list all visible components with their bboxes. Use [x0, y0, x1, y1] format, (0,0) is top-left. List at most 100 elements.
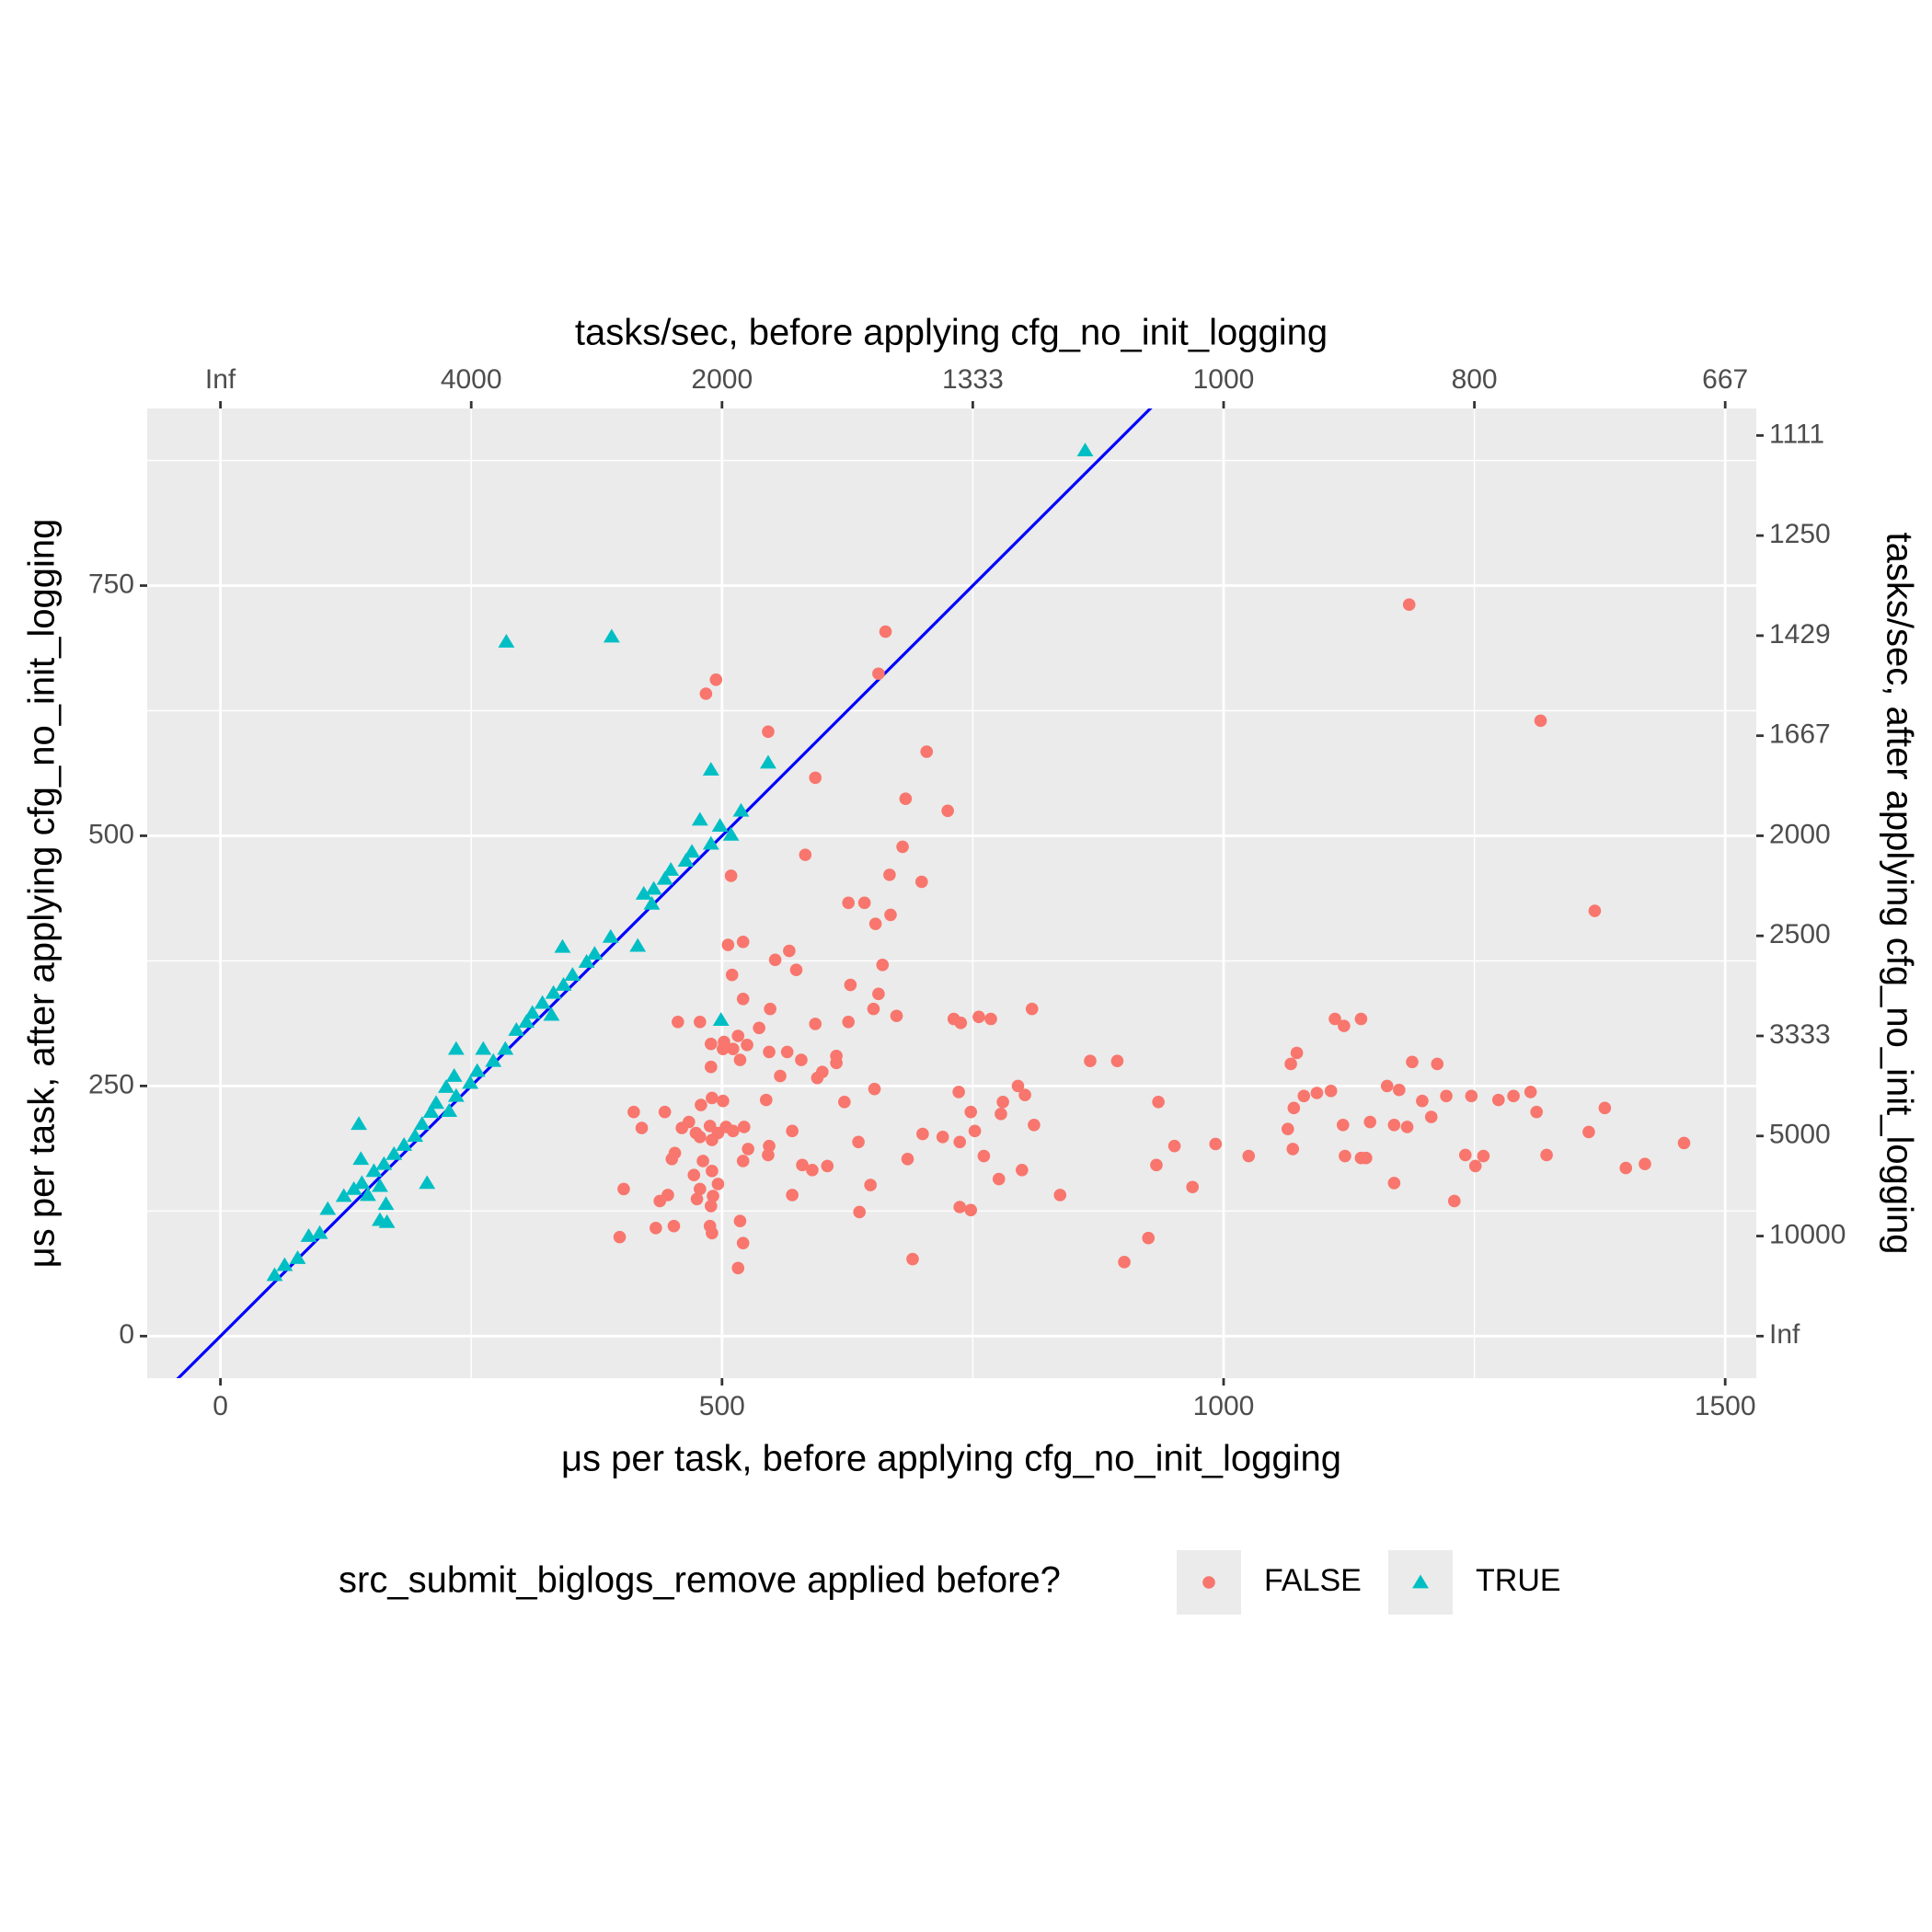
x-axis-title: μs per task, before applying cfg_no_init…: [561, 1439, 1341, 1479]
point: [953, 1135, 967, 1149]
point: [1465, 1089, 1478, 1103]
point: [984, 1012, 997, 1026]
point: [722, 826, 740, 841]
point: [691, 811, 708, 826]
legend-symbol: [1202, 1576, 1215, 1589]
point: [736, 1155, 750, 1167]
point: [564, 967, 581, 982]
point: [485, 1052, 502, 1067]
point: [1534, 714, 1547, 728]
point: [796, 1158, 809, 1172]
point: [721, 938, 735, 951]
point: [742, 1143, 754, 1156]
y-tick-label: 250: [88, 1069, 134, 1099]
x2-tick-label: Inf: [205, 364, 236, 395]
point: [1324, 1085, 1338, 1098]
point: [438, 1078, 454, 1093]
point: [876, 958, 890, 972]
x-tick-label: 500: [699, 1391, 745, 1421]
point: [899, 792, 913, 806]
point: [645, 880, 662, 895]
point: [920, 745, 934, 758]
point: [705, 1060, 718, 1074]
point: [1387, 1177, 1401, 1190]
point: [890, 1009, 903, 1023]
point: [706, 1226, 719, 1240]
point: [1076, 443, 1094, 457]
point: [643, 895, 661, 910]
point: [1677, 1136, 1691, 1150]
point: [665, 1152, 679, 1166]
y2-tick-label: 1111: [1769, 419, 1824, 449]
point: [555, 977, 572, 991]
point: [578, 954, 595, 968]
point: [428, 1095, 444, 1110]
y-tick-label: 500: [88, 819, 134, 849]
point: [672, 1015, 684, 1029]
x2-tick-label: 800: [1452, 364, 1498, 395]
point: [726, 1124, 740, 1138]
point: [319, 1201, 337, 1215]
point: [1406, 1055, 1419, 1069]
y2-tick-label: 2500: [1769, 919, 1831, 949]
point: [712, 1012, 730, 1026]
point: [1186, 1180, 1199, 1194]
point: [786, 1189, 799, 1202]
point: [901, 1152, 914, 1166]
point: [694, 1131, 707, 1144]
point: [445, 1068, 463, 1082]
marks: [266, 443, 1691, 1282]
point: [396, 1137, 413, 1151]
legend-symbol: [1412, 1574, 1429, 1589]
point: [936, 1131, 949, 1144]
point: [699, 687, 713, 700]
point: [602, 928, 619, 943]
point: [872, 987, 885, 1001]
point: [375, 1156, 393, 1170]
point: [351, 1116, 367, 1131]
point: [964, 1203, 978, 1217]
point: [441, 1103, 458, 1117]
point: [853, 1205, 866, 1219]
x-tick-label: 1500: [1695, 1391, 1756, 1421]
point: [413, 1116, 431, 1131]
point: [857, 896, 871, 910]
y2-tick-label: 1250: [1769, 519, 1831, 549]
y-tick-label: 0: [119, 1319, 134, 1350]
point: [617, 1182, 630, 1196]
point: [852, 1135, 865, 1149]
y2-axis-title: tasks/sec, after applying cfg_no_init_lo…: [1879, 533, 1919, 1255]
point: [447, 1041, 465, 1055]
point: [662, 861, 680, 876]
point: [977, 1149, 991, 1163]
point: [996, 1095, 1009, 1109]
point: [731, 1261, 745, 1275]
x2-axis-title: tasks/sec, before applying cfg_no_init_l…: [575, 313, 1328, 353]
point: [868, 917, 882, 930]
point: [760, 754, 776, 769]
point: [868, 1082, 881, 1096]
point: [972, 1010, 985, 1024]
point: [1287, 1101, 1301, 1115]
point: [276, 1257, 293, 1271]
point: [335, 1188, 352, 1202]
point: [1053, 1189, 1067, 1202]
point: [1360, 1151, 1373, 1165]
legend-label: TRUE: [1476, 1563, 1561, 1598]
point: [884, 908, 897, 922]
point: [916, 1127, 929, 1141]
point: [764, 1002, 776, 1016]
point: [838, 1095, 851, 1109]
point: [821, 1159, 834, 1173]
point: [1447, 1194, 1461, 1208]
point: [806, 1163, 819, 1177]
x2-tick-label: 1333: [942, 364, 1004, 395]
y2-tick-label: 1667: [1769, 719, 1831, 750]
point: [733, 1214, 747, 1228]
point: [726, 1042, 740, 1055]
y-tick-label: 750: [88, 569, 134, 599]
axes: 0 500 1000 1500 0 250 500 750 Inf 4000 2000 1333 100…: [88, 364, 1846, 1421]
point: [518, 1014, 535, 1029]
point: [789, 963, 803, 977]
